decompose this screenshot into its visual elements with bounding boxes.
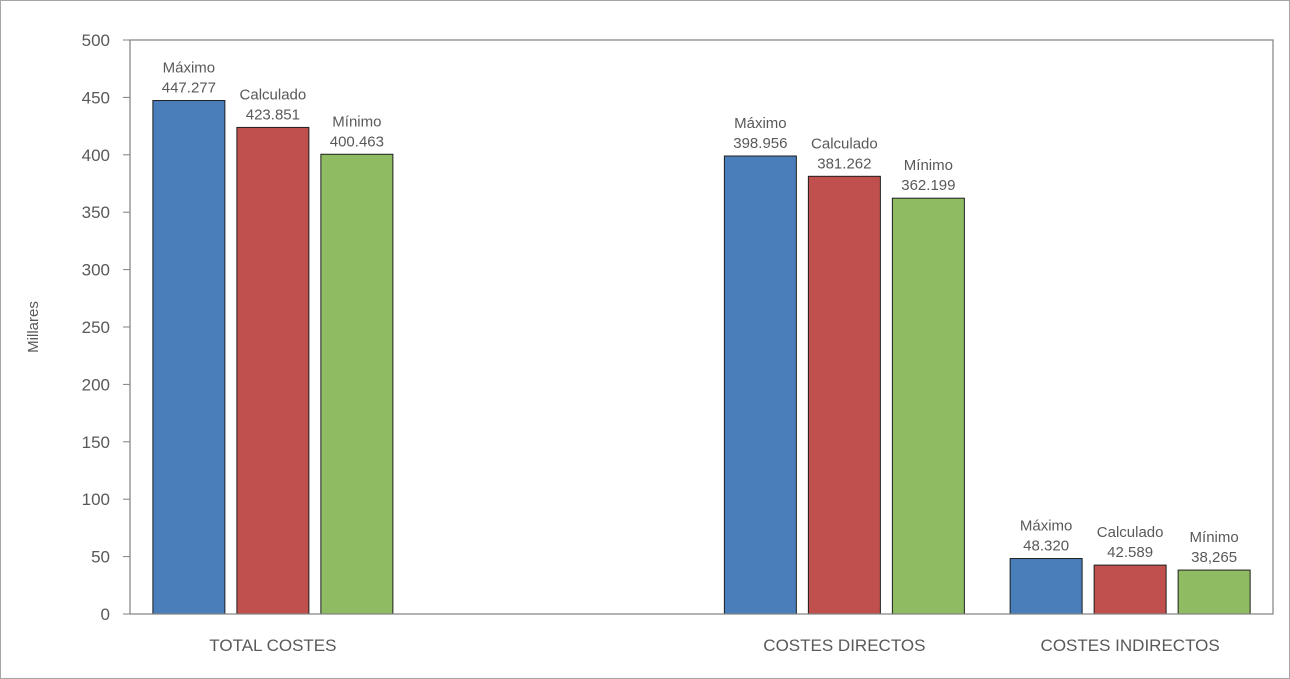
- data-label-value: 423.851: [246, 106, 300, 123]
- y-tick-label: 250: [82, 318, 110, 337]
- bars: [152, 100, 1251, 615]
- data-label-value: 398.956: [733, 135, 787, 152]
- x-category-label: COSTES DIRECTOS: [763, 636, 925, 655]
- bar: [723, 155, 797, 615]
- y-axis-ticks: 0 50 100 150 200 250 300 350 400 450 500: [82, 31, 130, 624]
- y-tick-label: 100: [82, 490, 110, 509]
- y-tick-label: 400: [82, 146, 110, 165]
- data-label-value: 447.277: [162, 80, 216, 97]
- data-label-value: 381.262: [817, 155, 871, 172]
- bar: [891, 197, 965, 615]
- data-label-value: 42.589: [1107, 544, 1153, 561]
- bar: [152, 100, 226, 615]
- data-label-series-name: Máximo: [163, 60, 216, 77]
- y-tick-label: 0: [101, 605, 110, 624]
- y-tick-label: 350: [82, 203, 110, 222]
- data-label-series-name: Mínimo: [1190, 529, 1239, 546]
- y-tick-label: 200: [82, 375, 110, 394]
- bar: [1177, 569, 1251, 615]
- data-label-value: 400.463: [330, 133, 384, 150]
- data-label-value: 362.199: [901, 177, 955, 194]
- bar: [1093, 564, 1167, 615]
- bar: [1009, 558, 1083, 615]
- data-label-series-name: Máximo: [1020, 518, 1073, 535]
- y-tick-label: 300: [82, 261, 110, 280]
- plot-area-outline: [129, 39, 1274, 615]
- data-label-series-name: Mínimo: [904, 157, 953, 174]
- bar: [807, 175, 881, 615]
- y-tick-label: 150: [82, 433, 110, 452]
- x-axis-labels: TOTAL COSTES COSTES DIRECTOS COSTES INDIRE…: [209, 636, 1219, 655]
- y-axis-title: Millares: [25, 301, 42, 353]
- data-label-series-name: Mínimo: [332, 113, 381, 130]
- y-tick-label: 500: [82, 31, 110, 50]
- x-category-label: COSTES INDIRECTOS: [1041, 636, 1220, 655]
- data-label-value: 38,265: [1191, 549, 1237, 566]
- y-tick-label: 50: [91, 548, 110, 567]
- data-label-series-name: Máximo: [734, 115, 787, 132]
- data-label-series-name: Calculado: [811, 135, 878, 152]
- data-labels: Máximo 447.277 Calculado 423.851 Mínimo 400.4…: [162, 60, 1239, 567]
- x-category-label: TOTAL COSTES: [209, 636, 336, 655]
- bar: [320, 153, 394, 615]
- data-label-series-name: Calculado: [240, 86, 307, 103]
- plot-area-border: [129, 39, 1274, 615]
- bar: [236, 126, 310, 615]
- data-label-value: 48.320: [1023, 538, 1069, 555]
- data-label-series-name: Calculado: [1097, 524, 1164, 541]
- y-tick-label: 450: [82, 88, 110, 107]
